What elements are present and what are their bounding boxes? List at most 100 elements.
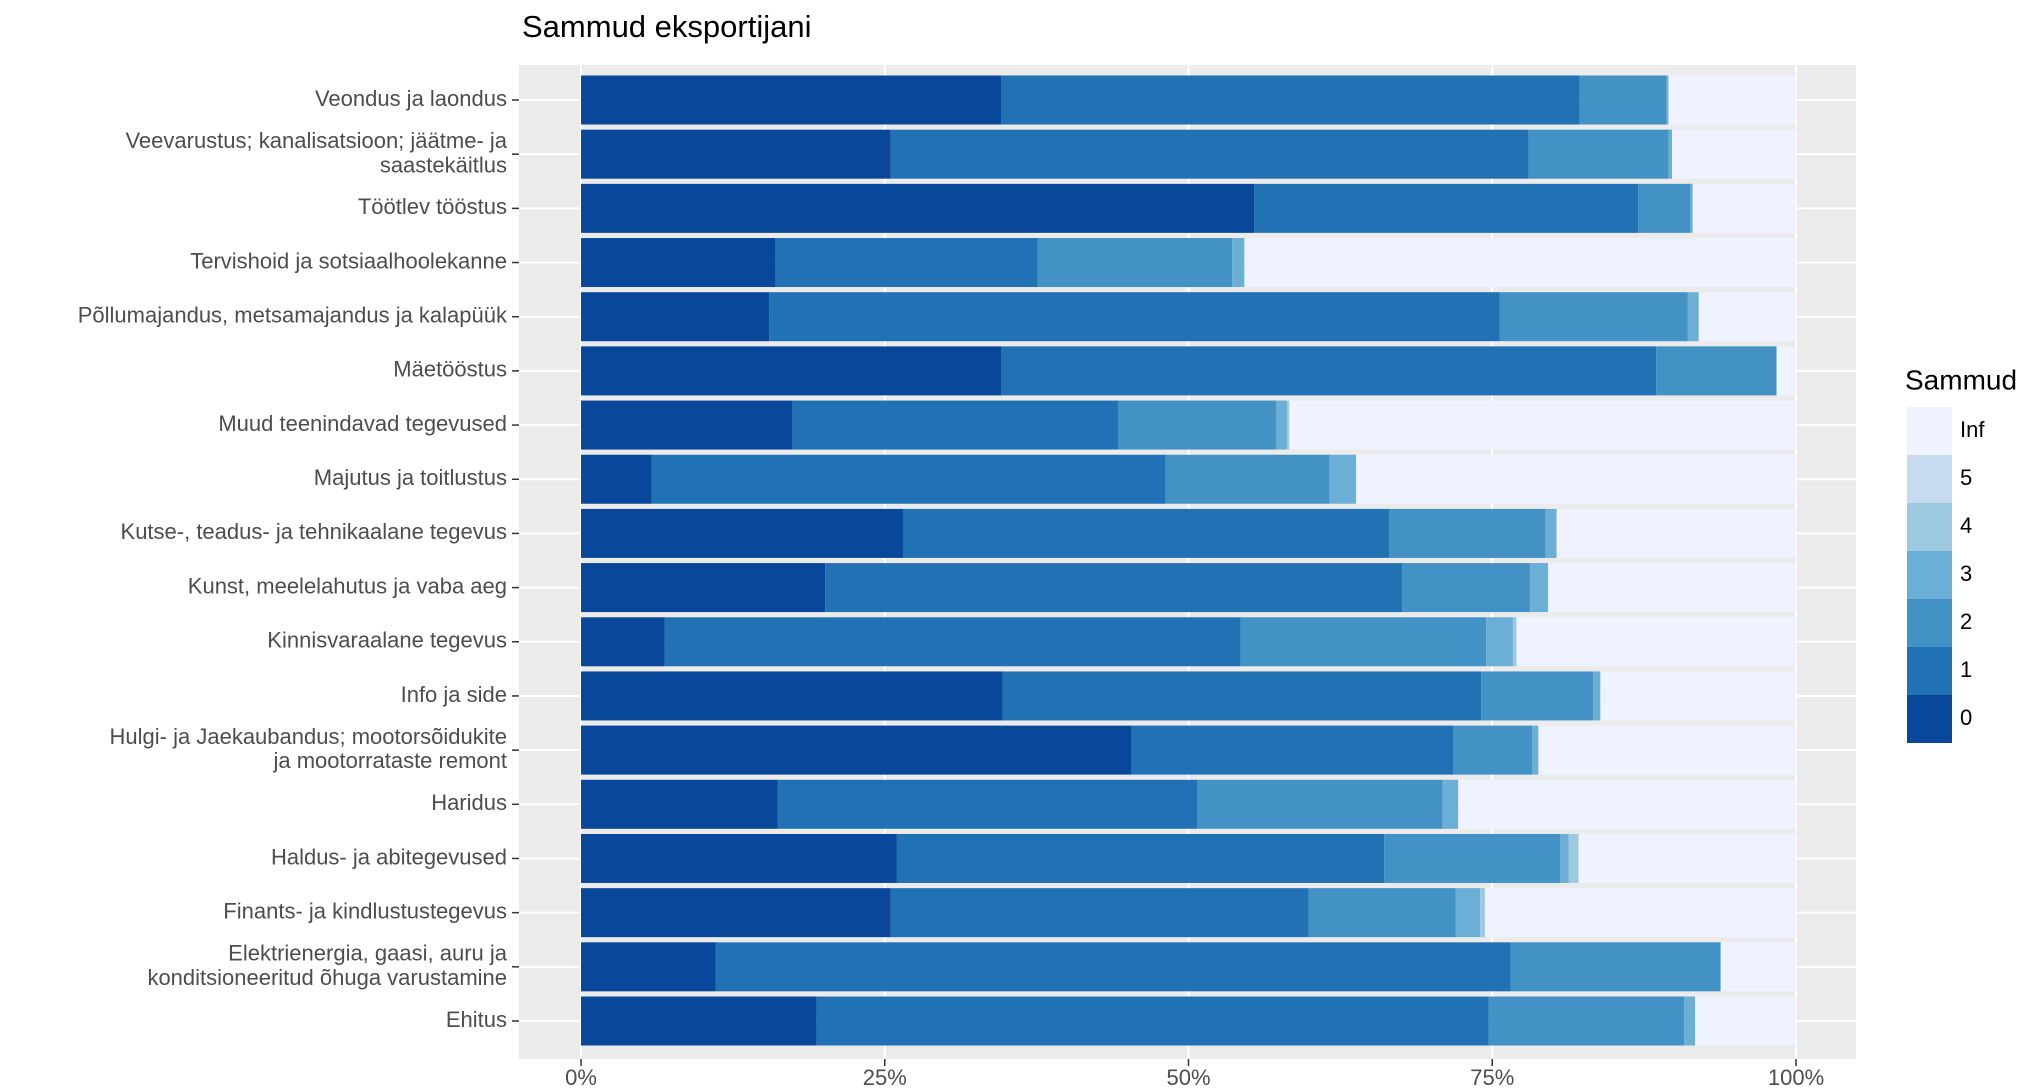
bar-segment [581, 129, 891, 179]
legend-label: 0 [1960, 705, 1972, 730]
bar-segment [1308, 888, 1456, 938]
y-tick-label: Muud teenindavad tegevused [218, 411, 507, 436]
bar-segment [1289, 400, 1796, 450]
bar-segment [1695, 996, 1796, 1046]
bar-segment [1384, 833, 1561, 883]
bar-segment [890, 888, 1309, 938]
bar-segment [1037, 238, 1233, 288]
bar-segment [1538, 725, 1796, 775]
bar-segment [1244, 238, 1796, 288]
y-tick-label: Elektrienergia, gaasi, auru ja konditsion… [147, 941, 507, 990]
x-tick-label: 100% [1768, 1065, 1824, 1090]
bar-segment [1197, 779, 1443, 829]
bar-segment [1002, 671, 1482, 721]
bar-segment [1684, 996, 1696, 1046]
bar-segment [1579, 75, 1666, 125]
y-tick-label: Veondus ja laondus [315, 86, 507, 111]
bar-segment [1668, 75, 1796, 125]
bar-segment [1442, 779, 1459, 829]
bar-segment [1668, 129, 1673, 179]
bar-segment [1480, 888, 1485, 938]
y-tick-label: Põllumajandus, metsamajandus ja kalapüük [78, 303, 508, 328]
bar-segment [816, 996, 1489, 1046]
legend-swatch [1907, 551, 1952, 599]
y-tick-label: Hulgi- ja Jaekaubandus; mootorsõidukite j… [110, 724, 507, 773]
bar-segment [775, 238, 1038, 288]
y-tick-label: Töötlev tööstus [358, 194, 507, 219]
bar-segment [1356, 454, 1796, 504]
bar-segment [1118, 400, 1276, 450]
y-tick-label: Haldus- ja abitegevused [271, 844, 507, 869]
bar-segment [1690, 183, 1693, 233]
bar-segment [581, 888, 891, 938]
bar-segment [1486, 617, 1513, 667]
bar-segment [715, 942, 1511, 992]
bar-segment [1484, 888, 1796, 938]
bar-segment [1593, 671, 1601, 721]
bar-segment [777, 779, 1198, 829]
bar-segment [1600, 671, 1796, 721]
bar-segment [1131, 725, 1454, 775]
bar-segment [1687, 292, 1699, 342]
legend-title: Sammud [1905, 364, 2017, 395]
bar-segment [1512, 617, 1517, 667]
bar-segment [1481, 671, 1594, 721]
bar-segment [1720, 942, 1796, 992]
bar-segment [890, 129, 1529, 179]
bar-segment [1776, 346, 1796, 396]
legend-label: 1 [1960, 657, 1972, 682]
legend-swatch [1907, 503, 1952, 551]
bar-segment [581, 833, 897, 883]
y-tick-label: Majutus ja toitlustus [314, 465, 507, 490]
legend-swatch [1907, 695, 1952, 743]
legend-swatch [1907, 647, 1952, 695]
bar-segment [581, 75, 1002, 125]
legend-label: 5 [1960, 465, 1972, 490]
bar-segment [581, 779, 778, 829]
bar-segment [581, 183, 1255, 233]
bar-segment [1458, 779, 1796, 829]
bar-segment [581, 346, 1002, 396]
bar-segment [1568, 833, 1579, 883]
bar-segment [1254, 183, 1639, 233]
bar-segment [1578, 833, 1796, 883]
bar-segment [1402, 563, 1530, 613]
y-tick-label: Veevarustus; kanalisatsioon; jäätme- ja s… [125, 128, 507, 177]
bar-segment [1556, 508, 1796, 558]
bar-segment [581, 725, 1132, 775]
legend-label: 4 [1960, 513, 1972, 538]
bar-segment [902, 508, 1389, 558]
legend-swatch [1907, 407, 1952, 455]
bar-segment [1656, 346, 1777, 396]
bar-segment [581, 292, 770, 342]
legend-label: 2 [1960, 609, 1972, 634]
y-tick-label: Info ja side [401, 682, 507, 707]
y-tick-label: Finants- ja kindlustustegevus [223, 898, 507, 923]
bar-segment [1510, 942, 1721, 992]
x-tick-label: 75% [1470, 1065, 1514, 1090]
bar-segment [581, 563, 826, 613]
bar-segment [1672, 129, 1796, 179]
bar-segment [1528, 129, 1669, 179]
bar-segment [581, 942, 716, 992]
bar-segment [1286, 400, 1290, 450]
bar-segment [1560, 833, 1569, 883]
bar-segment [825, 563, 1403, 613]
bar-segment [1499, 292, 1688, 342]
bar-segment [1545, 508, 1557, 558]
bar-segment [792, 400, 1119, 450]
y-tick-label: Tervishoid ja sotsiaalhoolekanne [190, 248, 507, 273]
bar-segment [1455, 888, 1481, 938]
y-tick-label: Mäetööstus [393, 357, 507, 382]
legend-swatch [1907, 455, 1952, 503]
bar-segment [1692, 183, 1796, 233]
bar-segment [1516, 617, 1796, 667]
chart-title: Sammud eksportijani [522, 9, 811, 44]
x-tick-label: 50% [1166, 1065, 1210, 1090]
bar-segment [581, 671, 1003, 721]
bar-segment [581, 996, 817, 1046]
bar-segment [769, 292, 1500, 342]
legend-label: Inf [1960, 417, 1985, 442]
bar-segment [1329, 454, 1357, 504]
